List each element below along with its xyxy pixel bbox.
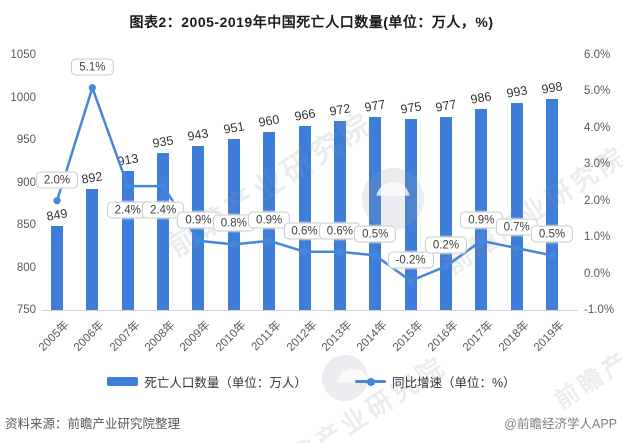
right-axis-tick: 1.0% xyxy=(584,231,611,244)
legend-item-bar[interactable]: 死亡人口数量（单位：万人） xyxy=(107,372,307,391)
left-axis-tick: 800 xyxy=(16,261,36,274)
left-axis-tick: 1050 xyxy=(10,49,36,61)
bar-2005年 xyxy=(51,225,63,310)
left-axis-tick: 900 xyxy=(16,176,36,189)
rate-label: 2.0% xyxy=(35,171,79,189)
bar-value-label: 913 xyxy=(116,151,140,170)
right-axis-tick: 6.0% xyxy=(584,49,611,61)
legend-item-line[interactable]: 同比增速（单位：%） xyxy=(354,372,516,391)
legend-line-label: 同比增速（单位：%） xyxy=(391,376,516,390)
right-axis-tick: 2.0% xyxy=(584,194,611,207)
bar-2019年 xyxy=(546,99,559,310)
legend: 死亡人口数量（单位：万人） 同比增速（单位：%） xyxy=(0,372,623,391)
chart-title: 图表2：2005-2019年中国死亡人口数量(单位：万人，%) xyxy=(129,14,494,30)
bar-2014年 xyxy=(369,117,382,310)
rate-label: -0.2% xyxy=(387,251,434,269)
bar-2016年 xyxy=(439,117,452,310)
bar-value-label: 849 xyxy=(45,206,69,224)
right-axis-tick: 4.0% xyxy=(584,121,611,134)
bar-swatch-icon xyxy=(107,377,139,386)
legend-bar-label: 死亡人口数量（单位：万人） xyxy=(144,376,307,390)
rate-label: 0.2% xyxy=(424,236,468,254)
left-axis-tick: 1000 xyxy=(10,91,36,104)
credit-note: @前瞻经济学人APP xyxy=(504,417,617,431)
bar-2007年 xyxy=(121,171,134,310)
right-axis-tick: 5.0% xyxy=(584,85,611,98)
left-axis-tick: 950 xyxy=(16,134,36,146)
x-axis-line xyxy=(42,310,578,311)
bar-2013年 xyxy=(333,121,346,310)
right-axis-tick: 3.0% xyxy=(584,158,611,171)
rate-label: 0.5% xyxy=(530,225,574,243)
bar-2012年 xyxy=(298,126,311,310)
left-axis-tick: 850 xyxy=(16,219,36,231)
bar-2006年 xyxy=(86,189,99,310)
source-note: 资料来源：前瞻产业研究院整理 xyxy=(5,417,181,431)
right-axis-tick: -1.0% xyxy=(584,304,615,316)
bar-2017年 xyxy=(475,109,488,310)
rate-label: 0.5% xyxy=(354,225,397,243)
right-axis-tick: 0.0% xyxy=(584,267,611,280)
rate-label: 5.1% xyxy=(71,58,114,76)
bar-2015年 xyxy=(404,118,417,310)
bar-2008年 xyxy=(157,152,170,310)
line-swatch-icon xyxy=(354,377,386,386)
footer: 资料来源：前瞻产业研究院整理 @前瞻经济学人APP xyxy=(0,413,623,432)
left-axis-tick: 750 xyxy=(16,304,36,316)
bar-2018年 xyxy=(510,103,523,310)
